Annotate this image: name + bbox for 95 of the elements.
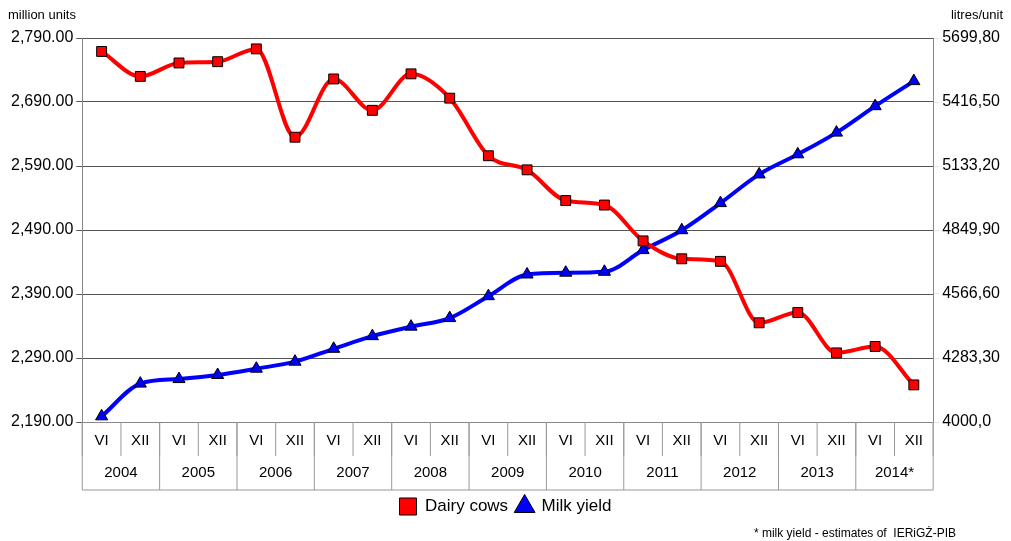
text: 2014* [874,463,915,481]
point [365,328,379,341]
x-tick-label: XII [285,431,305,449]
y-tick-label: 2,690.00 [11,92,74,110]
y-axis-title: million units [8,7,77,23]
point [714,255,726,267]
point [868,98,882,111]
point [327,341,341,353]
y-tick-label: 2,590.00 [11,156,74,174]
x-tick-label: XII [208,431,227,449]
point [404,319,418,331]
y2-tick-label: 5416,50 [942,92,1001,110]
point [559,265,573,277]
y2-axis-title: litres/unit [950,7,1004,23]
point [96,45,108,57]
point [249,361,263,373]
x-tick-label: XII [440,431,459,449]
legend-label: Milk yield [541,496,612,516]
point [637,235,649,247]
point [908,379,920,391]
point [95,408,109,421]
point [752,166,766,179]
x-tick-label: VI [94,431,109,449]
y2-tick-label: 4849,90 [942,220,1001,238]
x-tick-label: VI [636,431,651,449]
x-tick-label: VI [249,431,264,449]
point [328,73,340,85]
text: 2011 [646,463,679,481]
point [597,264,611,276]
point [713,195,728,208]
text: 2008 [413,463,448,481]
x-tick-label: XII [904,431,923,449]
point [792,307,804,319]
text: 2007 [336,463,370,481]
x-tick-label: XII [363,431,382,449]
y2-tick-label: 4283,30 [942,348,1001,366]
y-tick-label: 2,490.00 [11,220,74,238]
y2-tick-label: 5699,80 [942,28,1001,46]
point [405,68,417,80]
point [560,195,572,207]
y2-tick-label: 5133,20 [942,156,1001,174]
point [753,317,765,329]
point [675,222,689,235]
text: 2013 [800,463,834,481]
x-tick-label: XII [517,431,537,449]
text: 2009 [491,463,525,481]
point [676,253,688,265]
x-tick-label: VI [171,431,187,449]
point [869,341,881,352]
x-tick-label: XII [749,431,769,449]
text: 2012 [723,463,757,481]
point [133,376,147,388]
point [791,146,805,159]
x-tick-label: VI [713,431,728,449]
point [907,73,921,86]
x-tick-label: VI [558,431,573,449]
x-tick-label: XII [131,431,150,449]
point [212,56,224,68]
y2-tick-label: 4566,60 [942,284,1001,302]
point [211,367,225,380]
y-tick-label: 2,390.00 [11,284,74,302]
point [288,354,302,366]
x-tick-label: VI [481,431,496,449]
y-tick-label: 2,290.00 [11,348,74,366]
point [173,57,185,69]
point [134,70,146,82]
text: * milk yield - estimates of IERiGŻ-PIB [753,526,956,541]
x-tick-label: XII [827,431,846,449]
x-tick-label: VI [790,431,805,449]
point [481,288,495,301]
text: 2004 [104,463,138,481]
point [520,266,534,279]
y-tick-label: 2,190.00 [11,412,74,430]
legend-label: Dairy cows [424,496,509,516]
point [443,310,457,323]
y-tick-label: 2,790.00 [11,28,74,46]
text: 2010 [568,463,602,481]
x-tick-label: VI [403,431,419,449]
point [482,150,494,162]
point [250,43,262,55]
x-tick-label: XII [672,431,691,449]
y2-tick-label: 4000,0 [942,412,992,430]
point [598,199,610,211]
x-tick-label: XII [595,431,614,449]
text: 2005 [181,463,215,481]
x-tick-label: VI [326,431,341,449]
point [289,131,301,143]
text: 2006 [258,463,293,481]
point [366,104,378,116]
point [829,125,844,137]
point [444,92,456,104]
point [831,347,842,359]
x-tick-label: VI [868,431,883,449]
point [521,164,533,176]
point [172,371,186,384]
